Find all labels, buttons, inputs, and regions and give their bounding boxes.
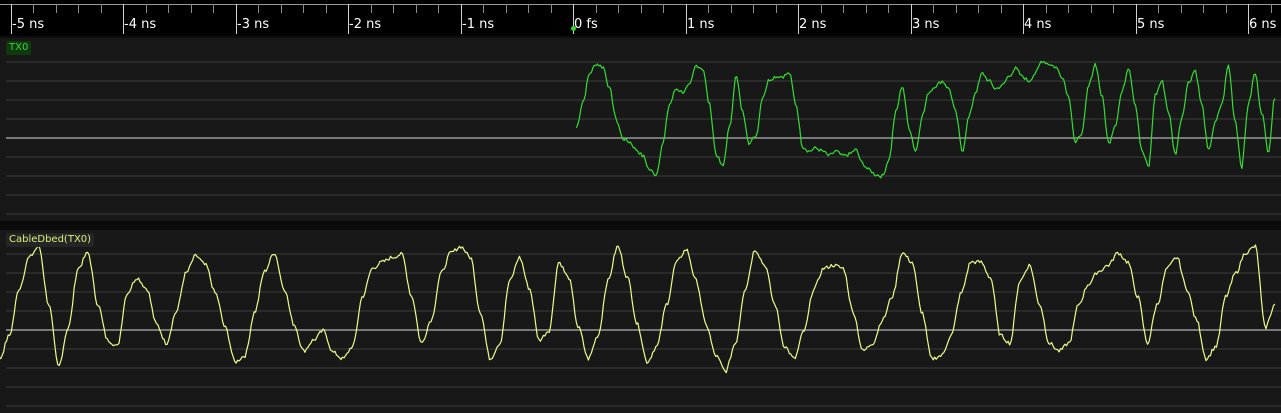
ruler-minor-tick: [776, 4, 777, 13]
ruler-minor-tick: [933, 4, 934, 13]
ruler-minor-tick: [663, 4, 664, 13]
ruler-tick-label: -2 ns: [349, 17, 382, 32]
ruler-minor-tick: [56, 4, 57, 13]
ruler-minor-tick: [168, 4, 169, 13]
ruler-minor-tick: [1113, 4, 1114, 13]
ruler-minor-tick: [978, 4, 979, 13]
ruler-major-tick: [686, 4, 687, 34]
ruler-minor-tick: [33, 4, 34, 13]
ruler-minor-tick: [753, 4, 754, 13]
ruler-major-tick: [348, 4, 349, 34]
cable-dbed-plot: [0, 244, 1281, 407]
channel-label-tx0[interactable]: TX0: [6, 41, 32, 55]
ruler-minor-tick: [708, 4, 709, 13]
waveform-trace: [575, 60, 1276, 179]
ruler-minor-tick: [303, 4, 304, 13]
ruler-minor-tick: [866, 4, 867, 13]
ruler-major-tick: [236, 4, 237, 34]
ruler-minor-tick: [146, 4, 147, 13]
ruler-minor-tick: [483, 4, 484, 13]
channel-cable-dbed[interactable]: CableDbed(TX0): [0, 230, 1281, 413]
ruler-tick-label: 4 ns: [1024, 17, 1052, 32]
ruler-major-tick: [1248, 4, 1249, 34]
ruler-tick-label: 5 ns: [1137, 17, 1165, 32]
ruler-minor-tick: [618, 4, 619, 13]
channel-separator: [0, 221, 1281, 230]
waveform-trace: [0, 244, 1276, 374]
tx0-plot: [6, 60, 1281, 215]
ruler-baseline: [0, 4, 1281, 5]
ruler-major-tick: [911, 4, 912, 34]
ruler-minor-tick: [371, 4, 372, 13]
ruler-major-tick: [461, 4, 462, 34]
ruler-minor-tick: [821, 4, 822, 13]
ruler-major-tick: [123, 4, 124, 34]
ruler-tick-label: 0 fs: [574, 17, 598, 32]
ruler-major-tick: [1136, 4, 1137, 34]
ruler-minor-tick: [506, 4, 507, 13]
time-ruler[interactable]: -5 ns -4 ns -3 ns -2 ns -1 ns 0 fs 1 ns 2 ns 3 n…: [0, 0, 1281, 36]
ruler-minor-tick: [1158, 4, 1159, 13]
ruler-minor-tick: [1046, 4, 1047, 13]
ruler-minor-tick: [191, 4, 192, 13]
ruler-minor-tick: [731, 4, 732, 13]
ruler-minor-tick: [843, 4, 844, 13]
ruler-major-tick: [798, 4, 799, 34]
ruler-tick-label: -3 ns: [237, 17, 270, 32]
ruler-minor-tick: [393, 4, 394, 13]
time-origin-marker[interactable]: [571, 26, 576, 31]
ruler-minor-tick: [101, 4, 102, 13]
ruler-minor-tick: [1226, 4, 1227, 13]
channel-label-cable-dbed[interactable]: CableDbed(TX0): [6, 233, 95, 247]
ruler-tick-label: -5 ns: [12, 17, 45, 32]
ruler-tick-label: 6 ns: [1249, 17, 1277, 32]
ruler-tick-label: 3 ns: [912, 17, 940, 32]
ruler-tick-label: -4 ns: [124, 17, 157, 32]
ruler-minor-tick: [1068, 4, 1069, 13]
ruler-minor-tick: [78, 4, 79, 13]
ruler-minor-tick: [438, 4, 439, 13]
ruler-minor-tick: [956, 4, 957, 13]
ruler-tick-label: -1 ns: [462, 17, 495, 32]
ruler-minor-tick: [1091, 4, 1092, 13]
ruler-minor-tick: [1271, 4, 1272, 13]
ruler-tick-label: 2 ns: [799, 17, 827, 32]
ruler-minor-tick: [281, 4, 282, 13]
ruler-minor-tick: [213, 4, 214, 13]
ruler-minor-tick: [551, 4, 552, 13]
ruler-minor-tick: [1181, 4, 1182, 13]
ruler-minor-tick: [641, 4, 642, 13]
ruler-minor-tick: [326, 4, 327, 13]
ruler-minor-tick: [258, 4, 259, 13]
ruler-major-tick: [573, 4, 574, 34]
ruler-minor-tick: [528, 4, 529, 13]
ruler-minor-tick: [596, 4, 597, 13]
ruler-minor-tick: [416, 4, 417, 13]
ruler-minor-tick: [888, 4, 889, 13]
ruler-major-tick: [1023, 4, 1024, 34]
ruler-major-tick: [11, 4, 12, 34]
ruler-tick-label: 1 ns: [687, 17, 715, 32]
ruler-minor-tick: [1203, 4, 1204, 13]
ruler-minor-tick: [1001, 4, 1002, 13]
channel-tx0[interactable]: TX0: [0, 38, 1281, 221]
